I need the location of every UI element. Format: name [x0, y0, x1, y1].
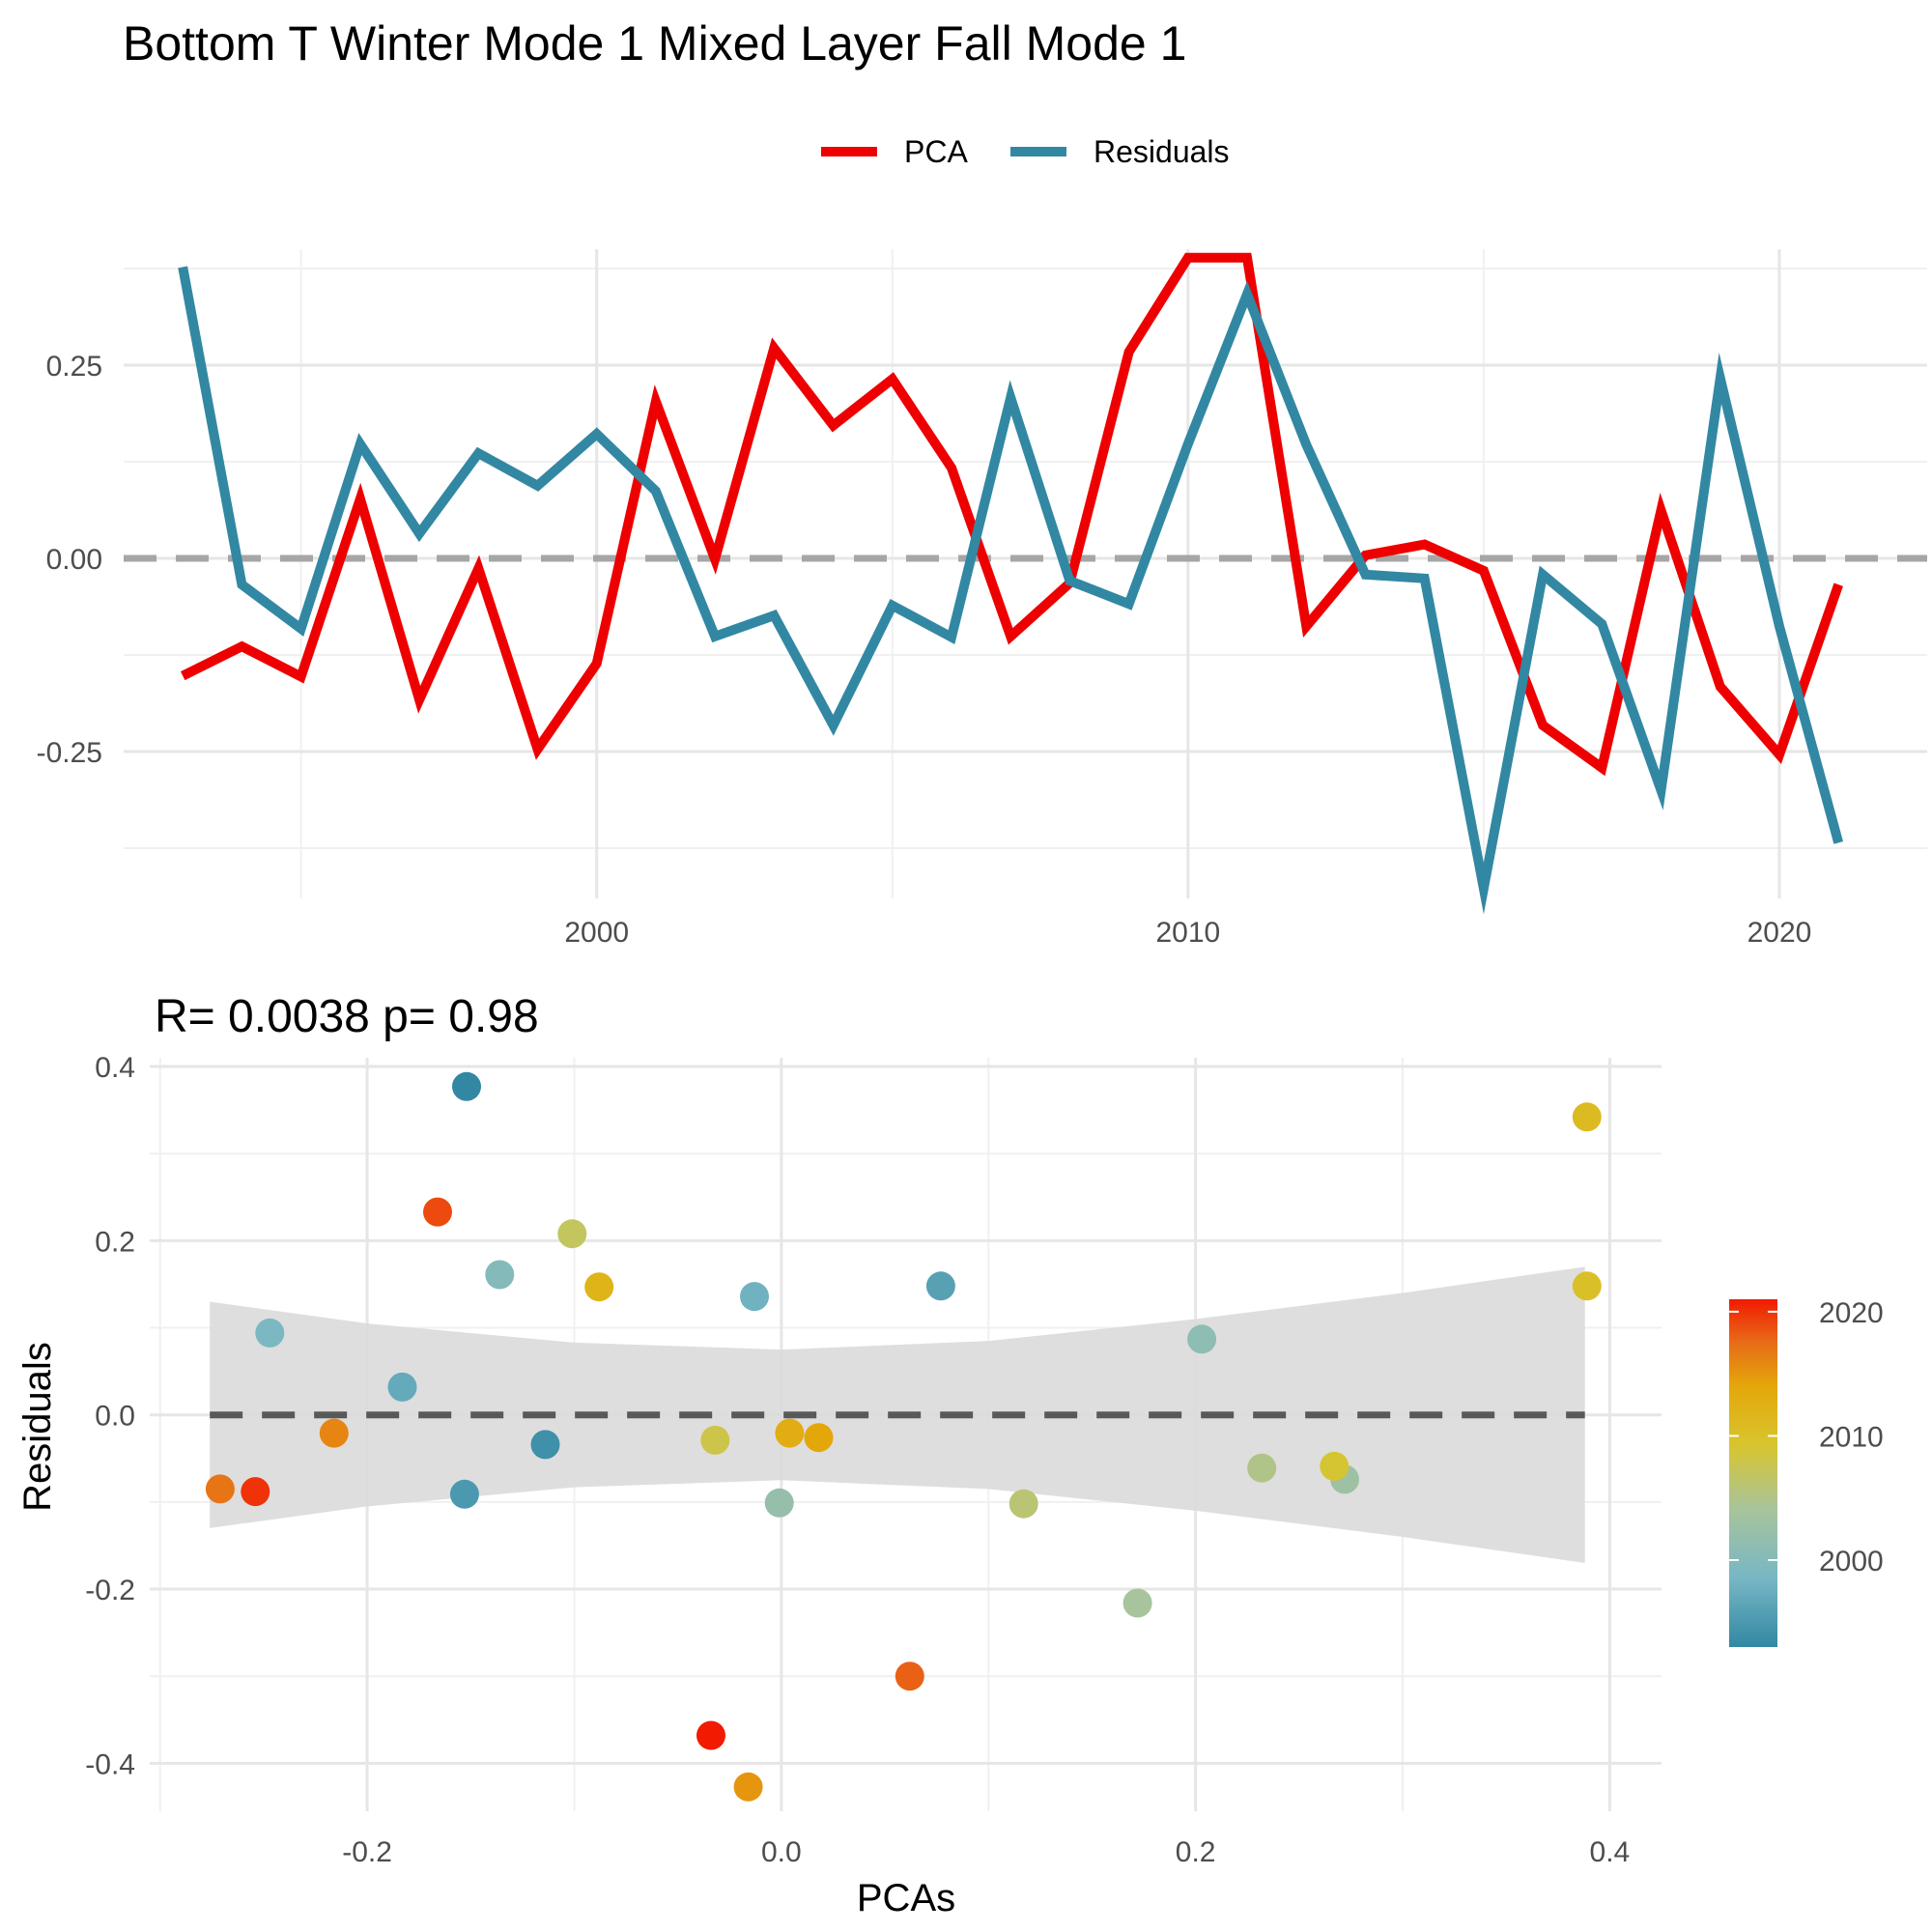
- series-line-pca: [180, 252, 1843, 777]
- colorbar-tick-label: 2010: [1819, 1421, 1884, 1453]
- scatter-point: [733, 1772, 763, 1802]
- y-tick-label: 0.2: [95, 1226, 135, 1258]
- y-tick-label: -0.4: [85, 1748, 135, 1780]
- top-series-lines: [178, 252, 1844, 915]
- scatter-point: [1572, 1271, 1602, 1301]
- legend-label-residuals: Residuals: [1094, 134, 1230, 169]
- chart-title: Bottom T Winter Mode 1 Mixed Layer Fall …: [123, 16, 1186, 71]
- time-series-panel: 0.25 0.00 -0.25 2000 2010 2020: [37, 249, 1927, 949]
- bottom-x-tick-labels: -0.2 0.0 0.2 0.4: [342, 1836, 1630, 1868]
- colorbar-tick-label: 2020: [1819, 1297, 1884, 1329]
- x-tick-label: 2020: [1747, 917, 1812, 949]
- scatter-point: [775, 1418, 805, 1448]
- colorbar-ticks: 2020 2010 2000: [1729, 1297, 1884, 1577]
- scatter-point: [696, 1720, 725, 1750]
- y-tick-label: 0.4: [95, 1052, 135, 1084]
- x-tick-label: -0.2: [342, 1836, 392, 1868]
- scatter-point: [452, 1071, 481, 1101]
- scatter-point: [557, 1219, 587, 1249]
- x-tick-label: 0.2: [1176, 1836, 1216, 1868]
- scatter-point: [1009, 1489, 1038, 1519]
- scatter-point: [449, 1479, 479, 1509]
- scatter-panel: 0.4 0.2 0.0 -0.2 -0.4 -0.2 0.0 0.2 0.4: [85, 1052, 1662, 1868]
- scatter-subtitle: R= 0.0038 p= 0.98: [155, 991, 539, 1042]
- scatter-points: [205, 1071, 1602, 1802]
- scatter-point: [423, 1197, 452, 1227]
- y-tick-label: -0.25: [37, 737, 102, 769]
- scatter-point: [530, 1430, 560, 1460]
- scatter-point: [1572, 1102, 1602, 1132]
- scatter-point: [241, 1477, 270, 1507]
- top-gridlines: [124, 249, 1927, 898]
- scatter-point: [1187, 1324, 1217, 1354]
- scatter-point: [1247, 1453, 1277, 1483]
- bottom-y-tick-labels: 0.4 0.2 0.0 -0.2 -0.4: [85, 1052, 135, 1780]
- scatter-point: [387, 1372, 417, 1402]
- scatter-point: [255, 1318, 285, 1348]
- scatter-point: [895, 1662, 924, 1691]
- y-tick-label: 0.00: [46, 544, 102, 576]
- y-axis-title: Residuals: [16, 1342, 59, 1512]
- scatter-point: [740, 1282, 769, 1312]
- scatter-point: [804, 1423, 834, 1453]
- x-tick-label: 0.4: [1590, 1836, 1631, 1868]
- x-axis-title: PCAs: [857, 1877, 955, 1919]
- x-tick-label: 2000: [564, 917, 629, 949]
- legend: PCA Residuals: [821, 134, 1230, 169]
- x-tick-label: 0.0: [761, 1836, 802, 1868]
- x-tick-label: 2010: [1155, 917, 1220, 949]
- y-tick-label: 0.25: [46, 351, 102, 383]
- scatter-point: [205, 1474, 235, 1504]
- scatter-point: [485, 1260, 515, 1290]
- series-line-residuals: [178, 266, 1844, 915]
- scatter-point: [1122, 1588, 1152, 1618]
- scatter-point: [584, 1272, 614, 1302]
- top-x-tick-labels: 2000 2010 2020: [564, 917, 1811, 949]
- colorbar: 2020 2010 2000: [1729, 1297, 1884, 1647]
- scatter-point: [700, 1425, 730, 1455]
- scatter-point: [925, 1271, 955, 1301]
- top-y-tick-labels: 0.25 0.00 -0.25: [37, 351, 102, 769]
- colorbar-tick-label: 2000: [1819, 1546, 1884, 1577]
- y-tick-label: 0.0: [95, 1401, 135, 1433]
- scatter-point: [319, 1418, 349, 1448]
- scatter-point: [764, 1488, 794, 1518]
- y-tick-label: -0.2: [85, 1575, 135, 1606]
- colorbar-gradient: [1729, 1299, 1777, 1647]
- scatter-point: [1320, 1451, 1350, 1481]
- legend-label-pca: PCA: [904, 134, 968, 169]
